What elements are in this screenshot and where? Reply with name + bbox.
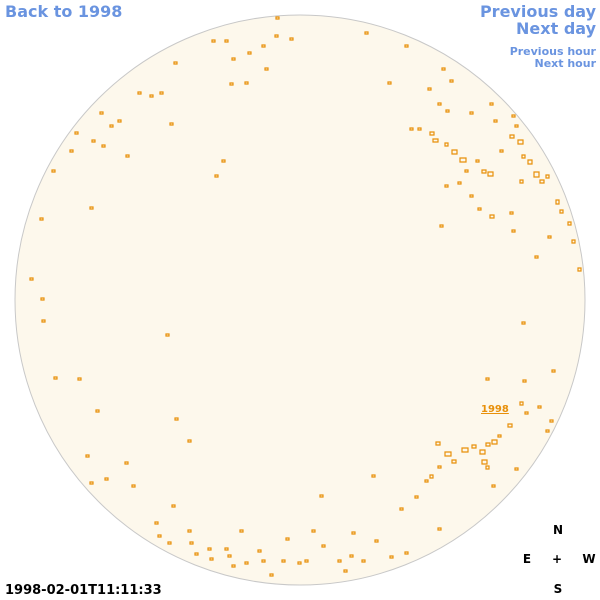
next-hour-link[interactable]: Next hour xyxy=(534,57,597,70)
timestamp: 1998-02-01T11:11:33 xyxy=(5,583,162,598)
compass-center: + xyxy=(551,552,563,566)
compass-north: N xyxy=(552,523,564,537)
compass-south: S xyxy=(553,582,563,596)
previous-hour-link[interactable]: Previous hour xyxy=(509,45,596,58)
previous-day-link[interactable]: Previous day xyxy=(479,2,596,21)
year-link[interactable]: 1998 xyxy=(481,404,509,415)
solar-disk xyxy=(14,14,586,586)
next-day-link[interactable]: Next day xyxy=(516,19,596,38)
compass-west: W xyxy=(582,552,596,566)
active-region-contours xyxy=(29,16,582,577)
back-link[interactable]: Back to 1998 xyxy=(5,2,123,21)
compass-east: E xyxy=(522,552,532,566)
